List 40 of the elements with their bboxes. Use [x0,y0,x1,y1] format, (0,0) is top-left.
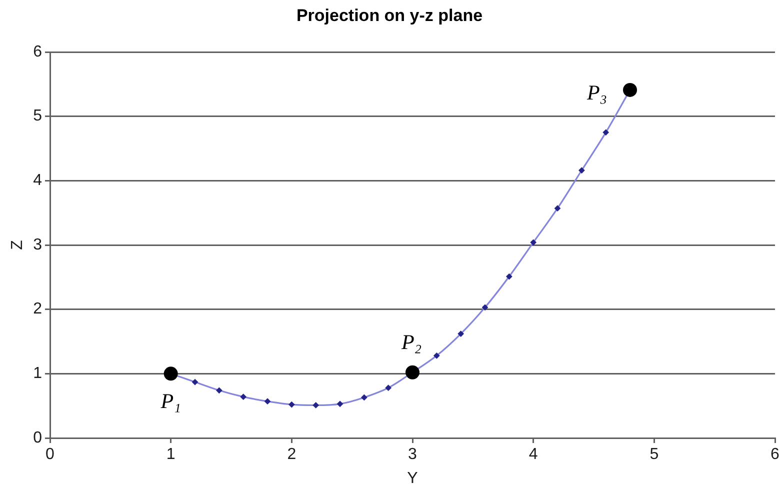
y-axis-title: Z [9,240,26,250]
y-tick-label: 4 [33,172,42,190]
annotation: P₃ [586,80,608,104]
point [482,304,488,311]
point [336,400,344,408]
point [602,129,610,136]
point [458,330,464,337]
point [406,365,420,380]
y-tick-label: 0 [33,429,42,446]
chart-title: Projection on y-z plane [296,6,483,25]
point [578,167,585,174]
x-tick-label: 4 [528,446,538,464]
point [264,398,271,405]
point [164,366,178,381]
x-tick-label: 5 [650,446,659,464]
x-tick-label: 2 [287,446,296,464]
point [192,378,198,386]
point [288,401,295,408]
x-axis-title: Y [407,470,418,487]
y-tick-label: 5 [33,108,42,125]
point [360,394,368,401]
y-tick-label: 2 [33,300,42,318]
point [554,205,561,212]
point [240,394,247,400]
point [385,384,392,392]
point [623,82,637,97]
annotation: P₂ [400,330,422,354]
x-tick-label: 1 [166,446,176,464]
point [216,387,222,394]
y-tick-label: 6 [33,43,42,60]
point [530,239,537,246]
annotation: P₁ [160,389,181,414]
point [506,273,512,280]
x-tick-label: 6 [770,446,780,464]
point [433,352,440,359]
y-tick-label: 1 [33,365,42,382]
point [312,402,320,408]
x-tick-label: 3 [408,446,418,464]
x-tick-label: 0 [46,446,55,464]
y-tick-label: 3 [33,236,42,254]
